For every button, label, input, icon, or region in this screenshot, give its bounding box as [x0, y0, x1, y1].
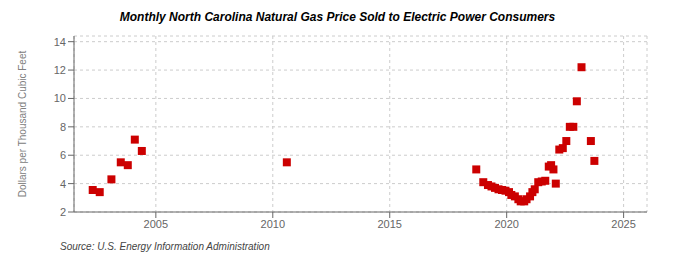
svg-text:10: 10: [54, 92, 66, 104]
svg-text:2: 2: [60, 206, 66, 218]
svg-text:12: 12: [54, 64, 66, 76]
svg-text:6: 6: [60, 149, 66, 161]
svg-text:Dollars per Thousand Cubic Fee: Dollars per Thousand Cubic Feet: [17, 51, 28, 198]
svg-text:2010: 2010: [261, 218, 285, 230]
html-text:Monthly North Carolina Natural: Monthly North Carolina Natural Gas Price…: [119, 10, 556, 24]
svg-text:8: 8: [60, 121, 66, 133]
svg-text:2005: 2005: [144, 218, 168, 230]
svg-text:14: 14: [54, 36, 66, 48]
svg-text:2015: 2015: [377, 218, 401, 230]
svg-text:2020: 2020: [494, 218, 518, 230]
svg-text:2025: 2025: [611, 218, 635, 230]
svg-text:4: 4: [60, 178, 66, 190]
html-text:Source: U.S. Energy Informatio: Source: U.S. Energy Information Administ…: [60, 241, 270, 252]
